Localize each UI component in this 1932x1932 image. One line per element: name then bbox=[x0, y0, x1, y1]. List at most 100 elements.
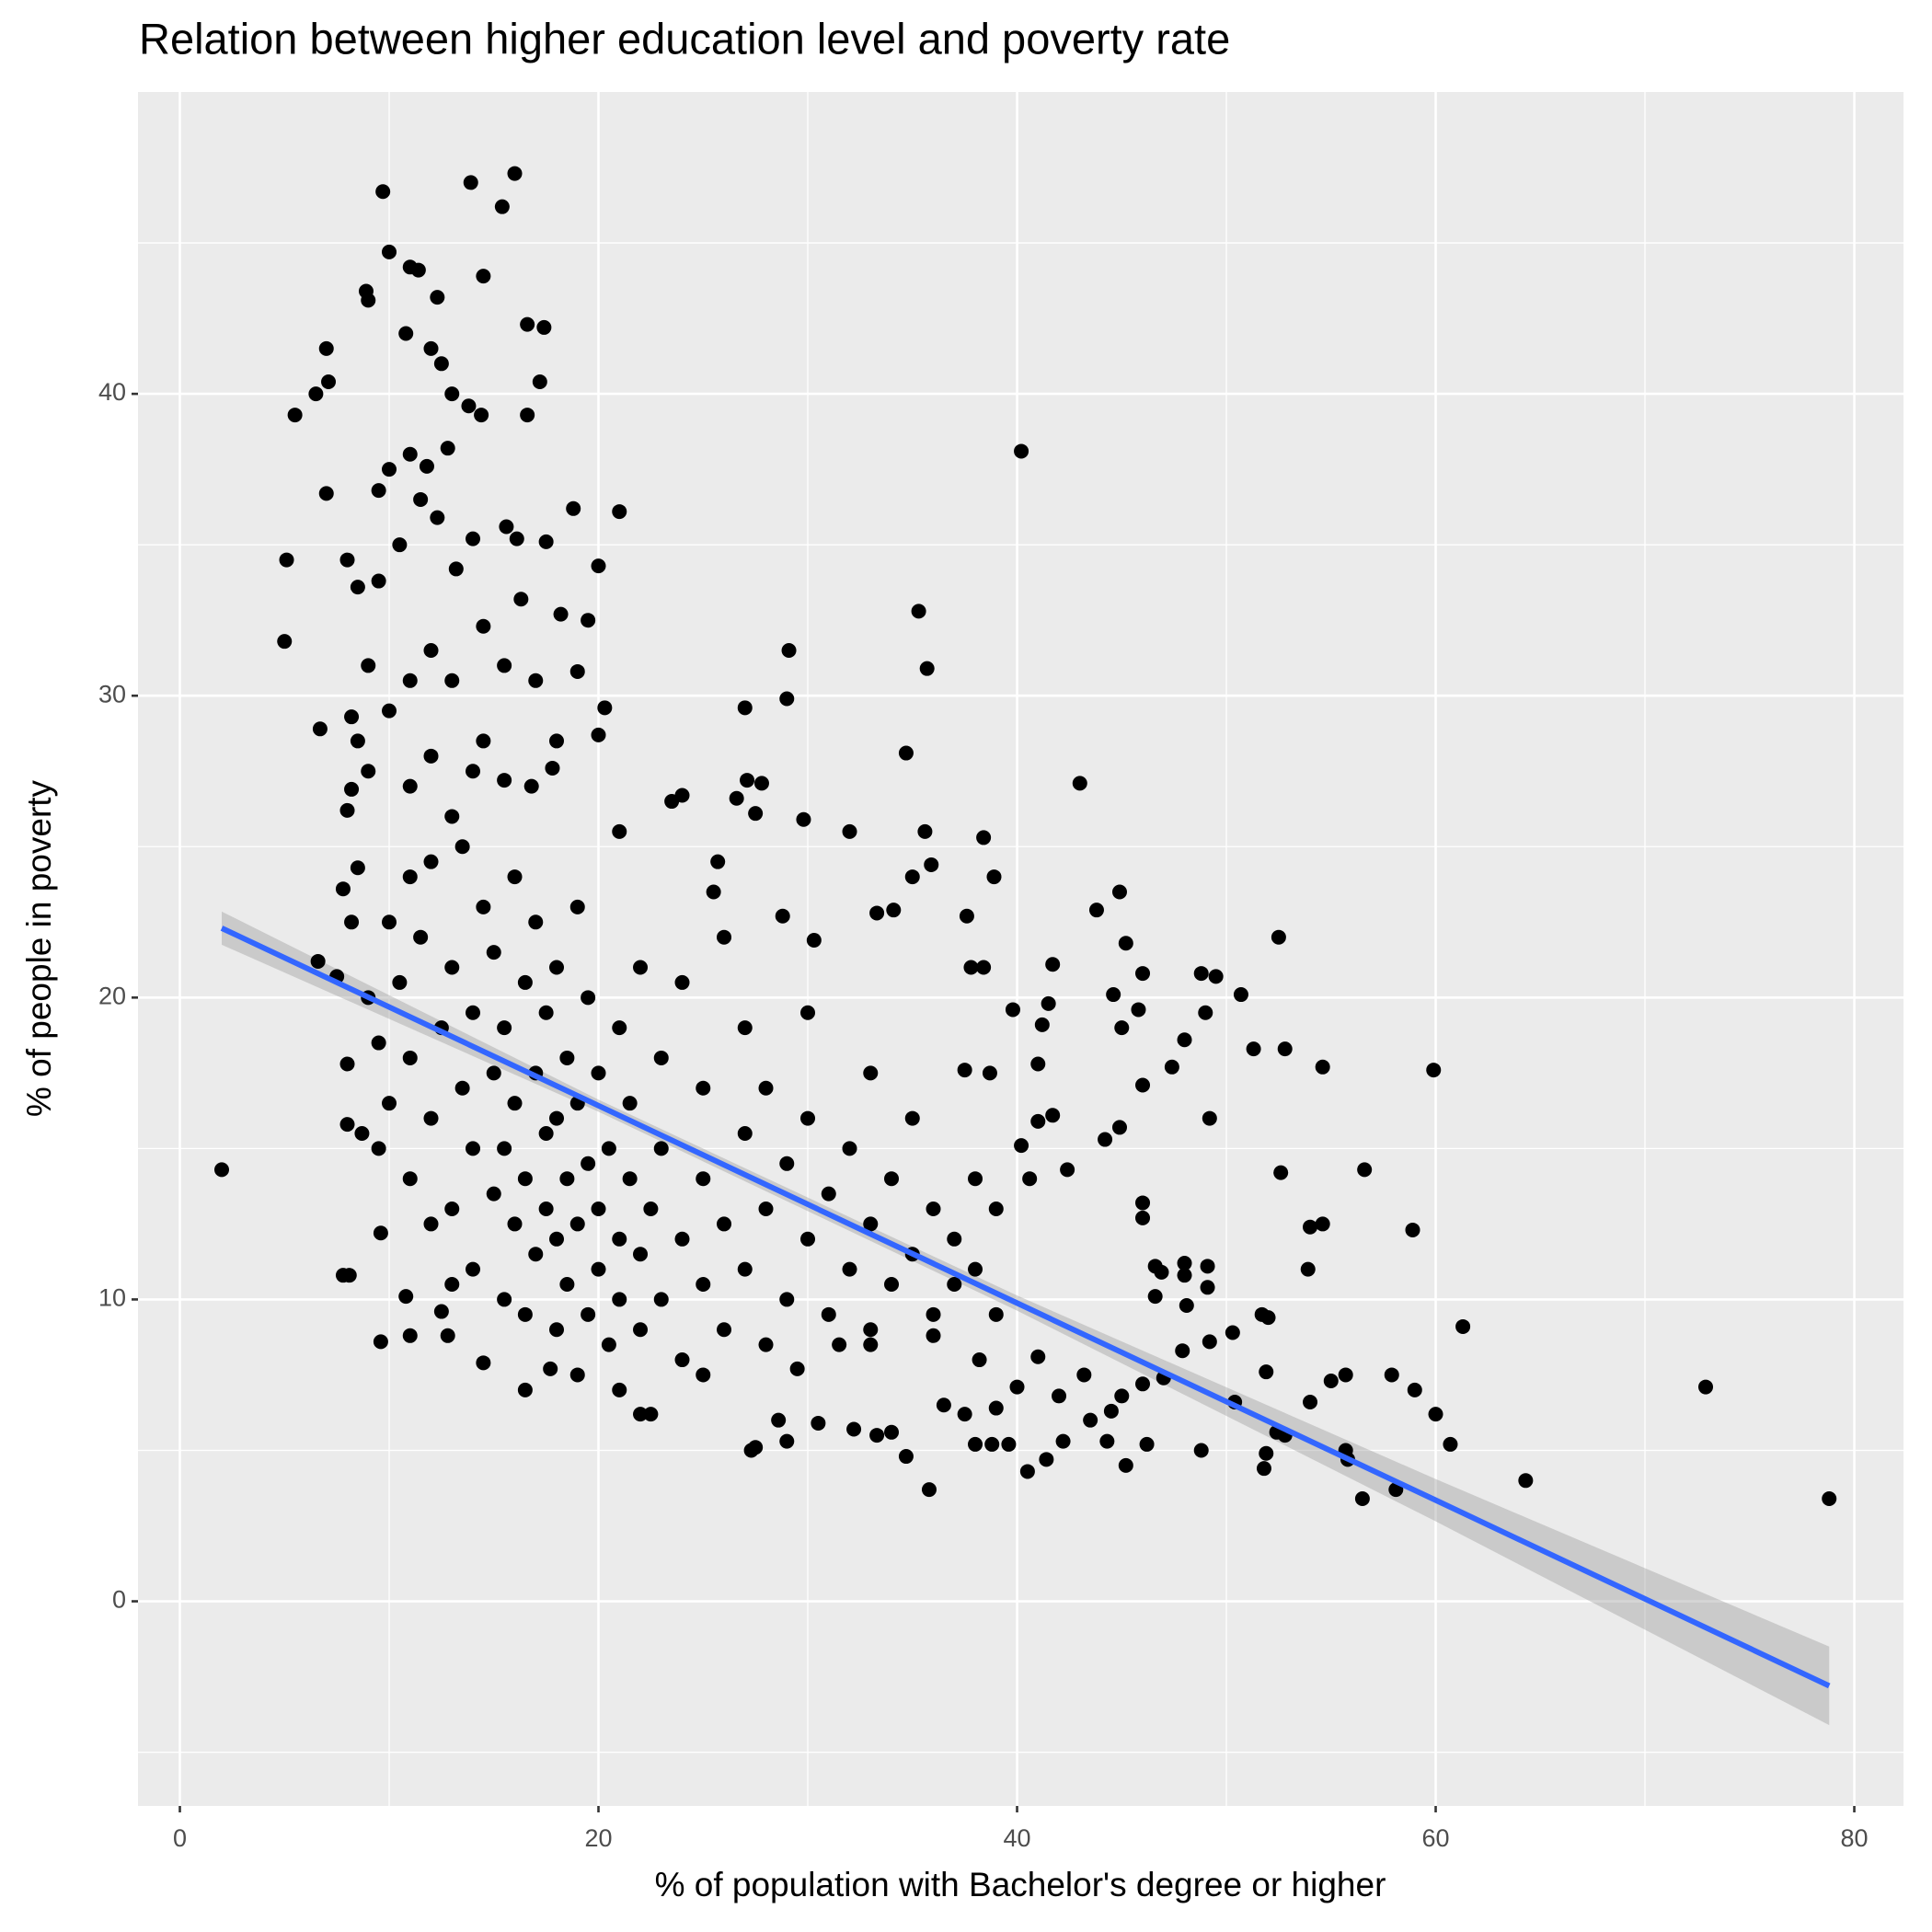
point bbox=[1259, 1364, 1274, 1380]
point bbox=[968, 1171, 983, 1187]
point bbox=[423, 340, 439, 356]
point bbox=[382, 914, 397, 930]
point bbox=[402, 673, 418, 688]
point bbox=[653, 1050, 669, 1065]
point bbox=[339, 1117, 355, 1133]
point bbox=[392, 974, 408, 990]
point bbox=[1271, 929, 1286, 945]
point bbox=[341, 1268, 357, 1283]
point bbox=[497, 658, 512, 673]
point bbox=[538, 534, 554, 549]
point bbox=[1022, 1171, 1038, 1187]
point bbox=[696, 1277, 711, 1293]
point bbox=[633, 1322, 649, 1338]
point bbox=[559, 1050, 575, 1065]
axes: 0 20 40 60 80 0 10 20 30 40 bbox=[98, 378, 1869, 1852]
point bbox=[486, 1065, 501, 1081]
point bbox=[1154, 1264, 1169, 1280]
point bbox=[318, 486, 334, 501]
point bbox=[543, 1361, 558, 1376]
point bbox=[936, 1397, 951, 1413]
point bbox=[919, 661, 935, 676]
point bbox=[444, 1202, 460, 1217]
point bbox=[1139, 1436, 1155, 1452]
point bbox=[350, 860, 365, 876]
point bbox=[1202, 1110, 1217, 1126]
point bbox=[869, 905, 885, 921]
point bbox=[312, 721, 328, 737]
point bbox=[214, 1162, 230, 1178]
point bbox=[1177, 1268, 1192, 1283]
point bbox=[382, 244, 397, 259]
point bbox=[339, 802, 355, 818]
point bbox=[633, 1407, 649, 1422]
point bbox=[1135, 1077, 1151, 1093]
point bbox=[1055, 1433, 1071, 1449]
point bbox=[476, 733, 491, 749]
point bbox=[775, 908, 790, 924]
point bbox=[1303, 1219, 1318, 1235]
point bbox=[921, 1482, 937, 1498]
point bbox=[1246, 1041, 1261, 1057]
point bbox=[375, 184, 391, 200]
point bbox=[1202, 1334, 1217, 1350]
point bbox=[622, 1171, 638, 1187]
point bbox=[344, 914, 360, 930]
point bbox=[559, 1277, 575, 1293]
point bbox=[1443, 1436, 1458, 1452]
point bbox=[947, 1277, 962, 1293]
point bbox=[507, 1096, 523, 1111]
point bbox=[310, 953, 326, 969]
point bbox=[612, 1292, 627, 1307]
point bbox=[779, 1156, 795, 1171]
point bbox=[842, 823, 857, 839]
point bbox=[350, 733, 365, 749]
point bbox=[706, 884, 721, 900]
point bbox=[344, 781, 360, 797]
point bbox=[497, 1141, 512, 1156]
point bbox=[321, 374, 337, 389]
point bbox=[1256, 1461, 1271, 1477]
point bbox=[277, 634, 293, 650]
point bbox=[811, 1415, 826, 1431]
point bbox=[476, 269, 491, 284]
point bbox=[318, 340, 334, 356]
fit-layer bbox=[220, 926, 1831, 1689]
point bbox=[1030, 1113, 1046, 1129]
point bbox=[911, 604, 926, 619]
point bbox=[520, 316, 535, 332]
x-tick-label: 0 bbox=[173, 1824, 187, 1852]
point bbox=[463, 175, 478, 190]
point bbox=[821, 1306, 836, 1322]
point bbox=[423, 854, 439, 869]
point bbox=[696, 1080, 711, 1096]
point bbox=[1135, 966, 1151, 982]
point bbox=[601, 1141, 616, 1156]
point bbox=[1177, 1032, 1192, 1048]
point bbox=[419, 458, 434, 474]
point bbox=[926, 1328, 941, 1343]
point bbox=[361, 293, 376, 308]
point bbox=[1131, 1002, 1146, 1018]
point bbox=[674, 974, 690, 990]
point bbox=[863, 1337, 879, 1352]
point bbox=[410, 262, 426, 278]
point bbox=[517, 974, 533, 990]
point bbox=[821, 1186, 836, 1202]
point bbox=[1114, 1388, 1130, 1404]
point bbox=[423, 1216, 439, 1232]
point bbox=[1118, 936, 1133, 951]
point bbox=[454, 1080, 470, 1096]
point bbox=[466, 764, 481, 779]
point bbox=[1014, 1138, 1029, 1154]
point bbox=[1030, 1349, 1046, 1364]
point bbox=[1106, 987, 1121, 1003]
point bbox=[1405, 1222, 1420, 1237]
point bbox=[1088, 903, 1104, 918]
point bbox=[517, 1171, 533, 1187]
point bbox=[976, 960, 992, 975]
point bbox=[308, 386, 324, 402]
point bbox=[1177, 1256, 1192, 1271]
point bbox=[1103, 1403, 1119, 1419]
point bbox=[402, 869, 418, 885]
